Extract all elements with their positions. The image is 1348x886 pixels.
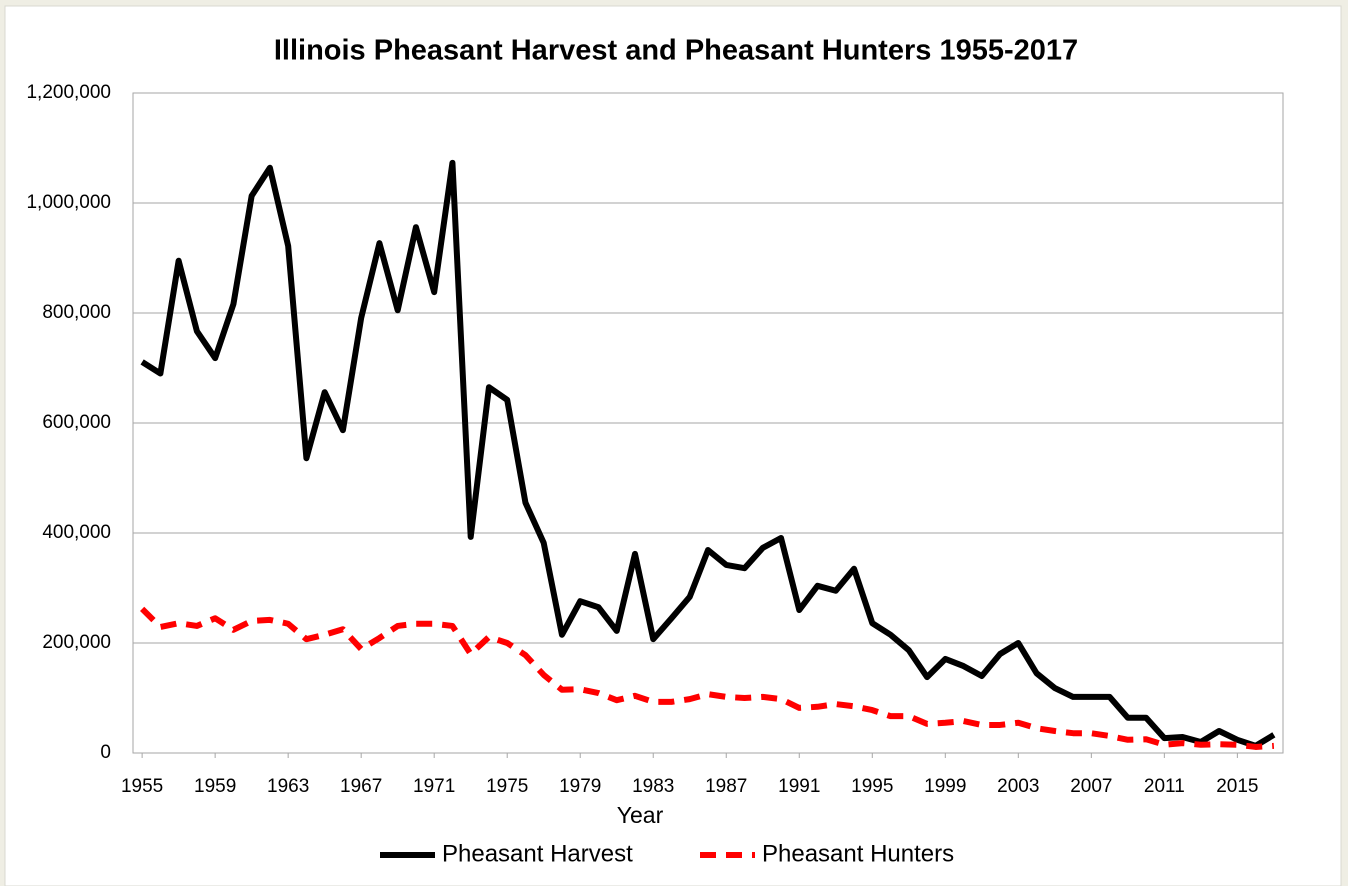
series-line [140,159,1276,749]
x-tick-label: 1975 [486,776,528,797]
x-axis-label: Year [617,802,664,828]
x-tick-label: 1959 [194,776,236,797]
y-tick-label: 1,200,000 [26,82,111,103]
series-line [140,606,1275,750]
y-tick-label: 800,000 [42,302,111,323]
y-tick-label: 400,000 [42,522,111,543]
x-tick-label: 1991 [778,776,820,797]
x-tick-label: 1999 [924,776,966,797]
y-tick-label: 200,000 [42,632,111,653]
x-tick-label: 2011 [1144,776,1185,797]
x-tick-label: 1979 [559,776,601,797]
y-tick-label: 600,000 [42,412,111,433]
x-tick-label: 2007 [1070,776,1112,797]
legend-label: Pheasant Hunters [762,840,954,867]
chart-panel [4,5,1342,886]
y-tick-label: 0 [100,742,111,763]
x-tick-label: 1955 [121,776,163,797]
x-tick-label: 1987 [705,776,747,797]
y-tick-label: 1,000,000 [26,192,111,213]
legend-label: Pheasant Harvest [442,840,633,867]
x-tick-label: 1983 [632,776,674,797]
x-tick-label: 1967 [340,776,382,797]
x-tick-label: 2003 [997,776,1039,797]
x-tick-label: 1995 [851,776,893,797]
chart-title: Illinois Pheasant Harvest and Pheasant H… [274,35,1078,67]
x-tick-label: 1963 [267,776,309,797]
x-tick-label: 1971 [413,776,455,797]
x-tick-label: 2015 [1216,776,1258,797]
